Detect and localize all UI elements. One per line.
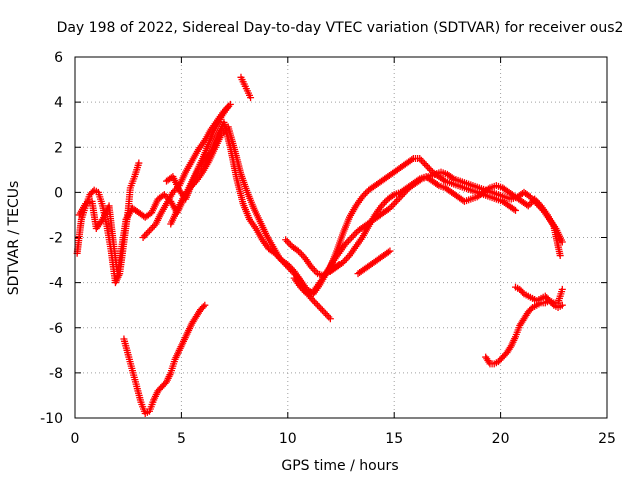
x-tick-label: 5 [177, 431, 186, 447]
plot-frame [74, 56, 608, 419]
x-tick-label: 20 [492, 431, 510, 447]
data-point [548, 300, 556, 308]
grid-lines [75, 57, 607, 418]
y-tick-label: -4 [49, 276, 63, 292]
data-point [312, 299, 320, 307]
data-point [342, 255, 350, 263]
x-axis-label: GPS time / hours [281, 458, 398, 474]
data-points [73, 73, 566, 417]
data-point [417, 156, 425, 164]
data-point [556, 252, 564, 260]
x-tick-label: 25 [598, 431, 616, 447]
x-tick-label: 10 [279, 431, 297, 447]
data-point [389, 201, 397, 209]
data-point [323, 311, 331, 319]
data-point [424, 163, 432, 171]
data-point [201, 301, 209, 309]
chart-title: Day 198 of 2022, Sidereal Day-to-day VTE… [57, 20, 624, 36]
data-point [247, 94, 255, 102]
tick-labels: 0 5 10 15 20 25 -10 -8 -6 -4 -2 0 2 4 6 [40, 50, 616, 447]
data-point [558, 285, 566, 293]
data-point [149, 223, 157, 231]
data-point [226, 100, 234, 108]
data-point [389, 192, 397, 200]
data-point [392, 197, 400, 205]
data-point [440, 176, 448, 184]
data-point [142, 230, 150, 238]
x-tick-label: 0 [71, 431, 80, 447]
data-point [199, 303, 207, 311]
data-point [147, 225, 155, 233]
data-point [315, 303, 323, 311]
data-point [384, 248, 392, 256]
y-tick-label: -6 [49, 321, 63, 337]
data-point [318, 306, 326, 314]
data-point [344, 237, 352, 245]
data-point [141, 232, 149, 240]
data-point [386, 247, 394, 255]
data-point [527, 305, 535, 313]
data-point [346, 235, 354, 243]
data-point [381, 199, 389, 207]
y-tick-label: 4 [54, 95, 63, 111]
y-tick-label: 0 [54, 185, 63, 201]
data-point [349, 232, 357, 240]
data-point [558, 238, 566, 246]
data-point [425, 165, 433, 173]
data-point [320, 308, 328, 316]
data-point [317, 305, 325, 313]
x-tick-label: 15 [385, 431, 403, 447]
data-point [511, 206, 519, 214]
data-point [419, 158, 427, 166]
y-axis-label: SDTVAR / TECUs [6, 181, 22, 296]
y-tick-label: 2 [54, 140, 63, 156]
data-point [351, 230, 359, 238]
y-tick-label: -10 [40, 411, 63, 427]
data-point [348, 234, 356, 241]
data-point [314, 301, 322, 309]
y-tick-label: -2 [49, 231, 63, 247]
data-point [285, 239, 293, 247]
data-point [361, 190, 369, 198]
data-point [135, 159, 143, 167]
y-tick-label: -8 [49, 366, 63, 382]
data-point [421, 160, 429, 168]
y-tick-label: 6 [54, 50, 63, 66]
data-point [422, 161, 430, 169]
data-point [283, 237, 291, 245]
data-point [394, 196, 402, 204]
data-point [484, 185, 492, 193]
data-point [391, 199, 399, 207]
data-point [433, 180, 441, 188]
data-point [326, 315, 334, 323]
data-point [448, 174, 456, 182]
data-point [558, 301, 566, 309]
data-point [396, 194, 404, 202]
data-point [414, 176, 422, 184]
data-point [408, 156, 416, 164]
data-point [298, 250, 306, 258]
data-point [322, 310, 330, 318]
data-point [519, 288, 527, 296]
data-point [144, 228, 152, 236]
data-point [145, 227, 153, 235]
data-point [510, 205, 518, 213]
data-point [139, 234, 147, 241]
data-point [310, 298, 318, 306]
data-point [310, 266, 318, 274]
data-point [325, 313, 333, 321]
